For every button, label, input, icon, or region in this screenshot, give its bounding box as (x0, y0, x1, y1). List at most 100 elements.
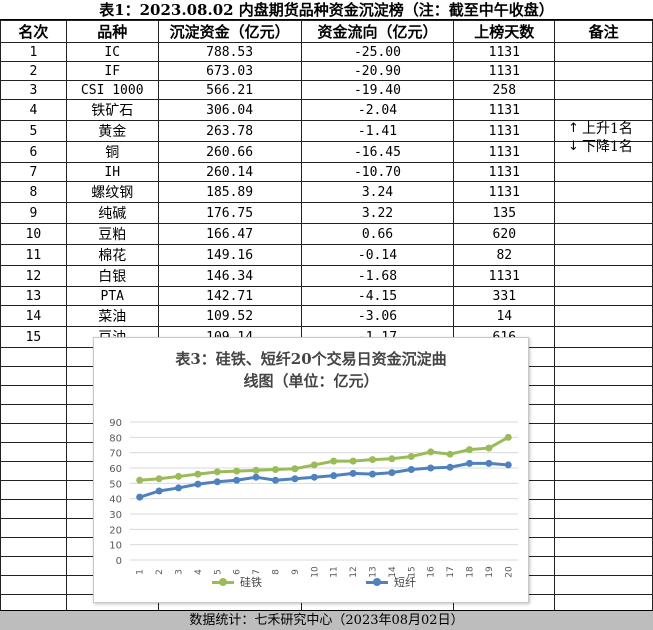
cell-capital: 306.04 (157, 99, 302, 121)
series-1-point (233, 467, 241, 475)
cell-capital: 142.71 (157, 286, 302, 306)
cell-variety: IF (65, 61, 159, 81)
table-row: 13 PTA 142.71 -4.15 331 (0, 286, 653, 306)
table-header-row: 名次 品种 沉淀资金（亿元） 资金流向（亿元） 上榜天数 备注 (0, 20, 653, 43)
cell-rank: 12 (0, 265, 67, 287)
series-1-point (427, 448, 435, 456)
series-2-point (330, 472, 338, 480)
series-1-point (504, 433, 512, 441)
cell-rank: 5 (0, 120, 67, 142)
empty-cell (0, 461, 67, 481)
cell-variety: CSI 1000 (65, 80, 159, 100)
capital-line-chart: 表3：硅铁、短纤20个交易日资金沉淀曲 线图（单位：亿元） 0 10 20 30 40 5… (93, 337, 529, 603)
cell-rank: 6 (0, 141, 67, 163)
series-2-point (233, 476, 241, 484)
cell-capital: 260.14 (157, 162, 302, 182)
series-1-point (136, 476, 144, 484)
cell-capital: 185.89 (157, 181, 302, 203)
series-1-point (291, 465, 299, 473)
remark-up: ↑ 上升1名 (568, 118, 633, 138)
cell-days: 1131 (453, 42, 556, 62)
series-2-point (407, 466, 415, 474)
series-2-point (349, 469, 357, 477)
cell-variety: 菜油 (65, 305, 159, 327)
empty-cell (554, 347, 653, 367)
cell-variety: IH (65, 162, 159, 182)
empty-cell (0, 480, 67, 500)
cell-variety: 白银 (65, 265, 159, 287)
empty-cell (0, 347, 67, 367)
cell-flow: -10.70 (300, 162, 455, 182)
cell-rank: 3 (0, 80, 67, 100)
y-tick-label: 50 (109, 479, 122, 490)
remark-down: ↓ 下降1名 (568, 136, 633, 156)
cell-days: 1131 (453, 141, 556, 163)
series-1-point (407, 453, 415, 460)
cell-capital: 673.03 (157, 61, 302, 81)
cell-days: 331 (453, 286, 556, 306)
cell-remark (554, 265, 653, 287)
empty-cell (554, 518, 653, 538)
cell-remark (554, 223, 653, 245)
chart-title-line2: 线图（单位：亿元） (243, 372, 379, 390)
cell-days: 1131 (453, 162, 556, 182)
empty-cell (0, 366, 67, 386)
series-2-point (388, 469, 396, 477)
cell-capital: 263.78 (157, 120, 302, 142)
x-tick-label: 2 (155, 569, 165, 575)
x-tick-label: 20 (504, 566, 514, 578)
series-2-point (310, 473, 318, 481)
y-tick-label: 30 (109, 510, 122, 521)
remark-down-text: 下降1名 (582, 139, 633, 155)
x-tick-label: 1 (136, 569, 146, 575)
empty-cell (0, 518, 67, 538)
series-2-point (427, 464, 435, 472)
cell-variety: 螺纹钢 (65, 181, 159, 203)
cell-days: 1131 (453, 99, 556, 121)
cell-flow: -4.15 (300, 286, 455, 306)
x-tick-label: 12 (349, 566, 359, 577)
y-tick-label: 40 (109, 495, 122, 506)
empty-cell (0, 556, 67, 576)
cell-days: 14 (453, 305, 556, 327)
cell-flow: -19.40 (300, 80, 455, 100)
header-days: 上榜天数 (453, 20, 556, 43)
cell-rank: 2 (0, 61, 67, 81)
cell-capital: 149.16 (157, 244, 302, 266)
cell-flow: -0.14 (300, 244, 455, 266)
empty-cell (554, 575, 653, 595)
cell-days: 1131 (453, 61, 556, 81)
cell-rank: 13 (0, 286, 67, 306)
cell-remark (554, 326, 653, 348)
cell-variety: 铜 (65, 141, 159, 163)
series-2-point (504, 461, 512, 469)
footer-source: 数据统计：七禾研究中心（2023年08月02日） (0, 610, 653, 630)
cell-flow: -2.04 (300, 99, 455, 121)
x-tick-label: 14 (388, 566, 398, 578)
cell-capital: 788.53 (157, 42, 302, 62)
table-row: 1 IC 788.53 -25.00 1131 (0, 42, 653, 62)
arrow-down-icon: ↓ (568, 138, 579, 154)
table-row: 8 螺纹钢 185.89 3.24 1131 (0, 181, 653, 203)
series-1-point (272, 466, 279, 474)
series-1-point (252, 466, 260, 474)
empty-cell (554, 366, 653, 386)
legend-label: 短纤 (394, 576, 416, 589)
series-2-point (466, 459, 473, 467)
table-row: 9 纯碱 176.75 3.22 135 (0, 202, 653, 224)
series-1-point (310, 461, 318, 469)
x-tick-label: 16 (427, 566, 437, 578)
y-tick-label: 0 (116, 556, 122, 567)
cell-variety: 棉花 (65, 244, 159, 266)
series-1-point (330, 457, 338, 465)
y-tick-label: 80 (109, 433, 122, 444)
empty-cell (0, 385, 67, 405)
series-2-point (272, 476, 279, 484)
chart-title-line1: 表3：硅铁、短纤20个交易日资金沉淀曲 (175, 350, 447, 368)
series-1-point (388, 455, 396, 463)
cell-variety: 纯碱 (65, 202, 159, 224)
series-2-point (369, 470, 376, 478)
cell-capital: 176.75 (157, 202, 302, 224)
table-row: 11 棉花 149.16 -0.14 82 (0, 244, 653, 266)
series-2-point (194, 480, 202, 488)
